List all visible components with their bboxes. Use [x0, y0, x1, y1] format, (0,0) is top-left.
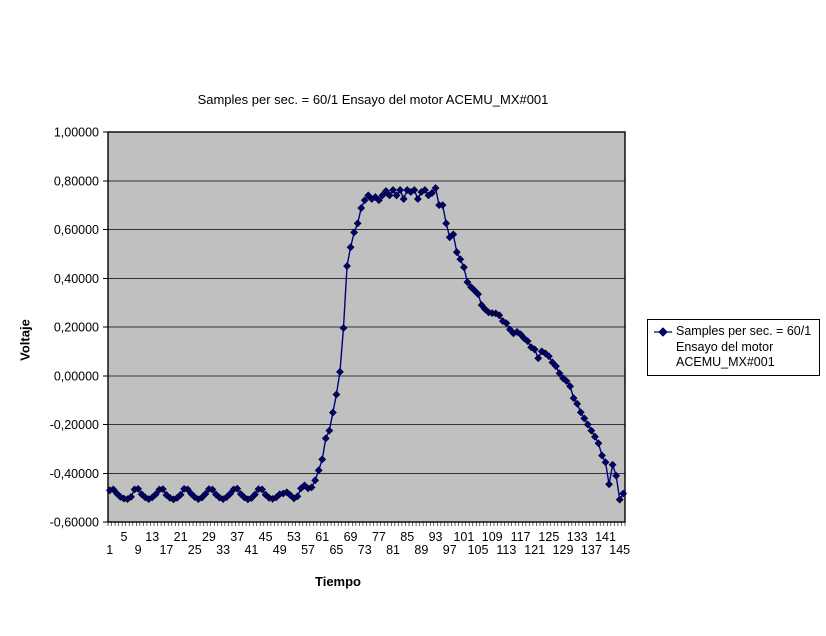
legend-line-2: Ensayo del motor: [676, 339, 774, 354]
x-axis: 5 13 21 29 37 45 53 61 69 77 85 93 101 109 117 125 133 14…: [106, 522, 630, 557]
svg-text:0,40000: 0,40000: [54, 272, 99, 286]
svg-text:53: 53: [287, 530, 301, 544]
svg-text:117: 117: [511, 530, 531, 544]
svg-text:1,00000: 1,00000: [54, 126, 99, 140]
svg-text:33: 33: [216, 543, 230, 557]
svg-text:9: 9: [135, 543, 142, 557]
svg-text:13: 13: [145, 530, 159, 544]
svg-text:5: 5: [120, 530, 127, 544]
svg-text:61: 61: [315, 530, 329, 544]
svg-text:97: 97: [443, 543, 457, 557]
svg-text:-0,60000: -0,60000: [50, 516, 99, 530]
svg-text:109: 109: [482, 530, 503, 544]
svg-text:105: 105: [468, 543, 489, 557]
svg-text:0,60000: 0,60000: [54, 223, 99, 237]
legend-line-1: Samples per sec. = 60/1: [676, 324, 812, 338]
gridlines: [108, 180, 625, 474]
svg-text:133: 133: [567, 530, 588, 544]
svg-text:69: 69: [344, 530, 358, 544]
svg-text:89: 89: [414, 543, 428, 557]
svg-text:41: 41: [244, 543, 258, 557]
svg-text:81: 81: [386, 543, 400, 557]
svg-text:125: 125: [538, 530, 559, 544]
svg-text:85: 85: [400, 530, 414, 544]
svg-text:0,80000: 0,80000: [54, 174, 99, 188]
svg-text:49: 49: [273, 543, 287, 557]
svg-text:137: 137: [581, 543, 602, 557]
svg-text:25: 25: [188, 543, 202, 557]
svg-text:1: 1: [106, 543, 113, 557]
legend-text: Samples per sec. = 60/1 Ensayo del motor…: [676, 324, 811, 371]
svg-text:129: 129: [553, 543, 574, 557]
svg-text:113: 113: [496, 543, 516, 557]
svg-text:45: 45: [259, 530, 273, 544]
svg-text:0,20000: 0,20000: [54, 321, 99, 335]
chart-title: Samples per sec. = 60/1 Ensayo del motor…: [197, 92, 549, 107]
legend: Samples per sec. = 60/1 Ensayo del motor…: [647, 319, 820, 376]
series-markers: [105, 184, 628, 504]
svg-text:29: 29: [202, 530, 216, 544]
x-axis-title: Tiempo: [315, 574, 361, 589]
svg-text:73: 73: [358, 543, 372, 557]
svg-text:21: 21: [174, 530, 188, 544]
svg-text:141: 141: [595, 530, 616, 544]
y-axis: 1,00000 0,80000 0,60000 0,40000 0,20000 0,000…: [50, 126, 108, 530]
svg-text:65: 65: [329, 543, 343, 557]
svg-text:-0,40000: -0,40000: [50, 467, 99, 481]
svg-text:145: 145: [609, 543, 630, 557]
svg-text:57: 57: [301, 543, 315, 557]
svg-text:37: 37: [230, 530, 244, 544]
svg-text:101: 101: [453, 530, 474, 544]
svg-text:-0,20000: -0,20000: [50, 418, 99, 432]
svg-text:77: 77: [372, 530, 386, 544]
legend-line-3: ACEMU_MX#001: [676, 355, 775, 369]
svg-text:121: 121: [524, 543, 545, 557]
legend-series-marker-icon: [654, 327, 672, 337]
svg-text:0,00000: 0,00000: [54, 369, 99, 383]
svg-text:93: 93: [429, 530, 443, 544]
svg-text:17: 17: [159, 543, 173, 557]
